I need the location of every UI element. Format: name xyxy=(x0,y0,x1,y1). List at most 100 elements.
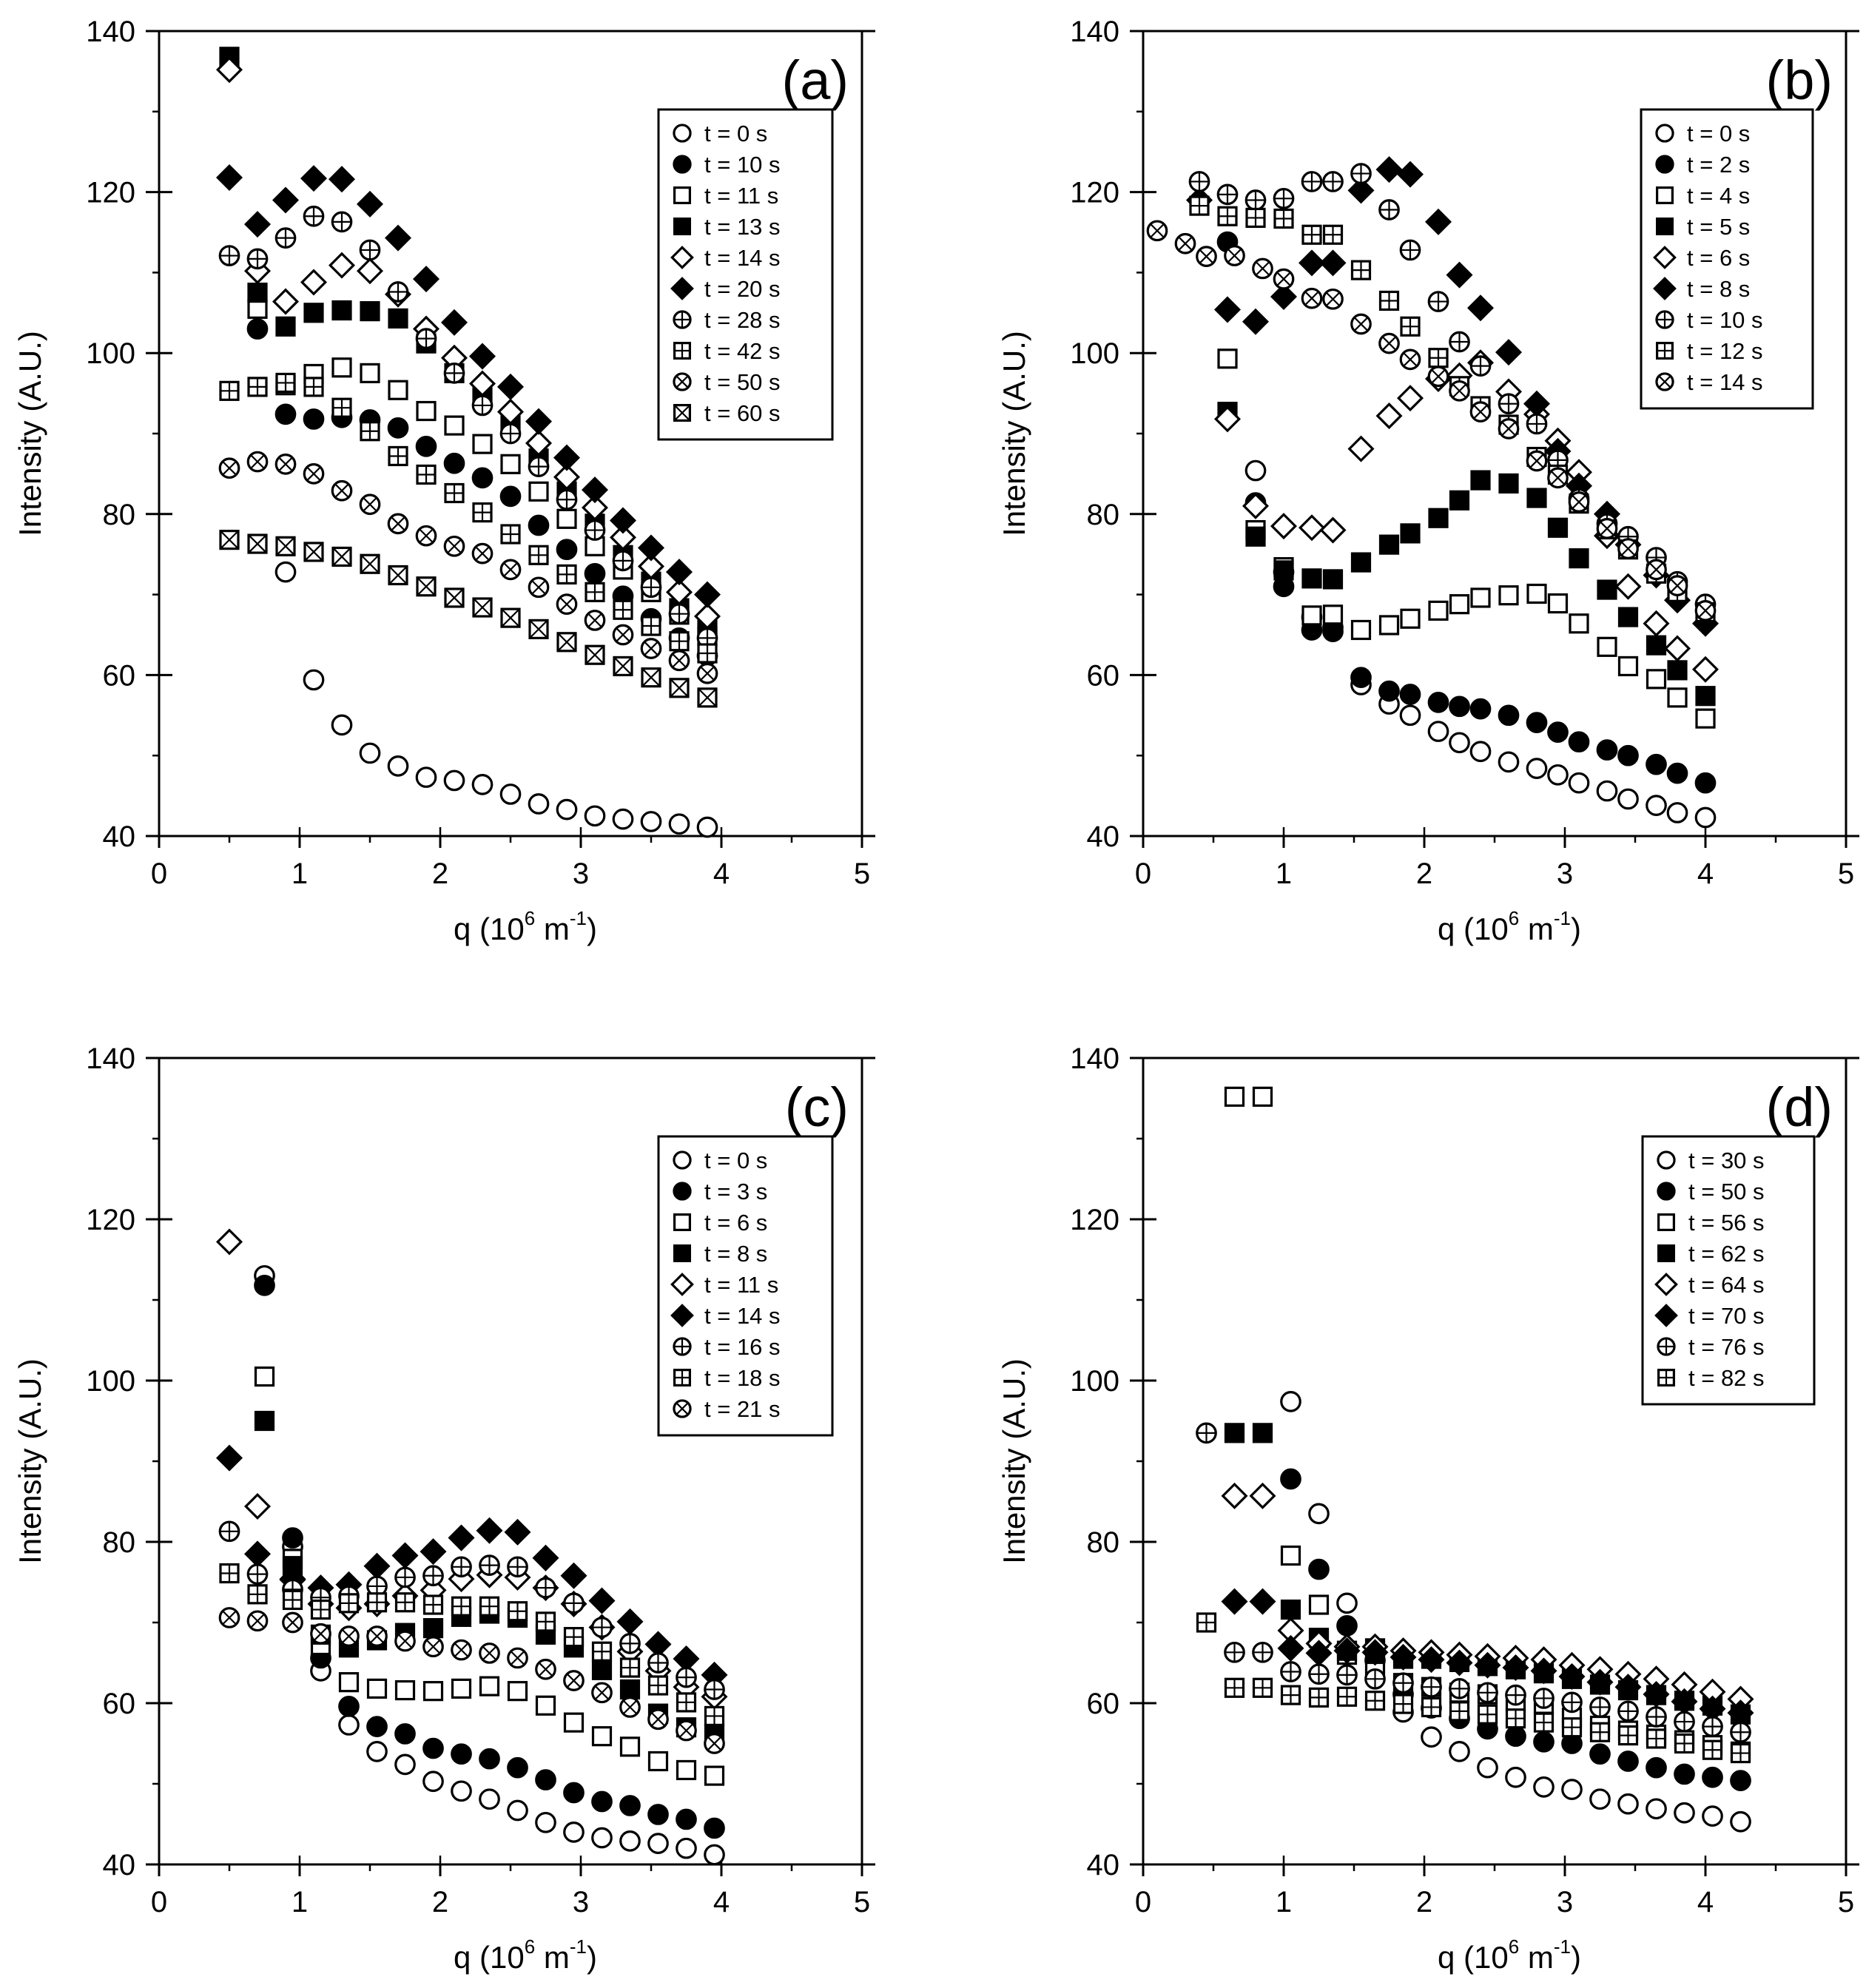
data-point xyxy=(1298,249,1326,277)
data-point xyxy=(215,1228,243,1256)
data-point xyxy=(388,445,408,467)
data-point xyxy=(507,1799,528,1822)
data-point xyxy=(415,328,437,349)
data-point xyxy=(563,1822,585,1843)
x-tick-label: 3 xyxy=(1557,1886,1573,1918)
y-tick-label: 60 xyxy=(1087,1688,1120,1720)
data-point xyxy=(444,415,465,436)
data-point xyxy=(676,1759,697,1781)
data-point xyxy=(366,1678,388,1699)
data-point xyxy=(1477,1682,1498,1704)
series-filled-diamond xyxy=(1221,1588,1754,1727)
data-point xyxy=(1449,490,1470,511)
data-point xyxy=(356,190,384,218)
x-tick-label: 2 xyxy=(432,857,448,890)
data-point xyxy=(303,303,324,323)
data-point xyxy=(528,576,550,599)
data-point xyxy=(1242,308,1270,335)
data-point xyxy=(1449,732,1470,754)
data-point xyxy=(1375,156,1403,183)
legend-label: t = 42 s xyxy=(704,338,781,364)
data-point xyxy=(616,1608,644,1635)
x-axis-unit-m: m xyxy=(1519,1940,1554,1975)
data-point xyxy=(275,536,296,556)
series-open-diamond xyxy=(215,1228,728,1711)
data-point xyxy=(394,1679,416,1701)
data-point xyxy=(1568,731,1590,753)
data-point xyxy=(471,467,494,489)
series-circle-x xyxy=(218,1607,725,1754)
data-point xyxy=(443,535,465,557)
legend-label: t = 82 s xyxy=(1688,1365,1765,1391)
data-point xyxy=(704,1765,725,1786)
legend-marker xyxy=(673,218,691,236)
data-point xyxy=(1428,508,1449,528)
data-point xyxy=(535,1658,556,1680)
legend-label: t = 14 s xyxy=(704,245,781,271)
data-point xyxy=(532,1544,559,1571)
x-tick-label: 3 xyxy=(1557,857,1573,890)
data-point xyxy=(1568,772,1590,794)
data-point xyxy=(331,479,353,502)
legend-marker xyxy=(1655,372,1674,391)
legend-marker xyxy=(673,1399,692,1418)
x-axis-unit-exp: 6 xyxy=(525,907,535,929)
data-point xyxy=(1347,177,1375,204)
panel-c: 0 1 2 3 4 5 40 60 80 100 120 140 q (106 m-1) Intensit… xyxy=(13,1042,875,1975)
legend-marker xyxy=(670,246,694,269)
y-tick-label: 100 xyxy=(1070,337,1119,370)
data-point xyxy=(1322,569,1344,590)
x-tick-label: 4 xyxy=(1697,1886,1714,1918)
data-point xyxy=(1505,1684,1526,1706)
data-point xyxy=(300,269,328,296)
data-point xyxy=(1217,206,1238,226)
data-point xyxy=(1498,418,1520,439)
legend-marker xyxy=(673,155,692,174)
y-tick-label: 40 xyxy=(1087,1849,1120,1881)
data-point xyxy=(563,1670,585,1691)
data-point xyxy=(1547,467,1569,489)
data-point xyxy=(585,644,605,665)
data-point xyxy=(451,1678,472,1699)
data-point xyxy=(1597,636,1617,657)
data-point xyxy=(303,542,324,562)
data-point xyxy=(668,813,690,835)
data-point xyxy=(1196,246,1217,267)
data-point xyxy=(1498,393,1520,415)
y-tick-label: 120 xyxy=(1070,1204,1119,1236)
data-point xyxy=(1188,171,1210,192)
data-point xyxy=(472,597,493,618)
data-point xyxy=(444,587,465,608)
data-point xyxy=(1469,401,1492,422)
data-point xyxy=(1526,413,1548,435)
data-point xyxy=(500,607,521,628)
data-point xyxy=(387,755,409,777)
x-axis-label: q (106 m-1) xyxy=(454,907,597,946)
legend-marker xyxy=(1656,186,1674,205)
data-point xyxy=(637,534,665,562)
data-point xyxy=(556,798,578,821)
data-point xyxy=(1301,224,1322,245)
legend-marker xyxy=(673,1368,691,1386)
data-point xyxy=(1174,232,1196,255)
data-point xyxy=(218,1607,240,1628)
legend-label: t = 62 s xyxy=(1688,1241,1765,1267)
legend-marker xyxy=(670,1304,694,1327)
data-point xyxy=(1308,1594,1330,1615)
data-point xyxy=(360,301,380,322)
data-point xyxy=(415,766,437,788)
data-point xyxy=(1691,656,1720,683)
data-point xyxy=(584,610,606,631)
data-point xyxy=(243,211,272,238)
y-tick-label: 60 xyxy=(103,1688,136,1720)
data-point xyxy=(331,546,352,567)
legend-label: t = 16 s xyxy=(704,1334,781,1360)
x-axis-symbol: q xyxy=(454,1940,479,1975)
data-point xyxy=(1221,1482,1248,1509)
data-point xyxy=(1361,1639,1389,1666)
data-point xyxy=(1589,1696,1611,1718)
data-point xyxy=(1244,459,1267,482)
data-point xyxy=(246,1610,269,1632)
data-point xyxy=(1533,1688,1555,1709)
data-point xyxy=(338,1672,360,1693)
